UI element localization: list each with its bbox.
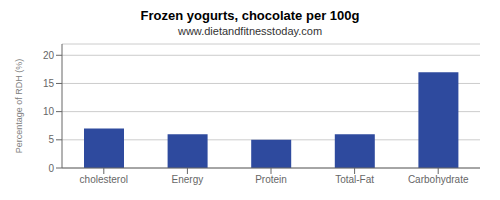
- svg-text:Carbohydrate: Carbohydrate: [408, 174, 469, 185]
- svg-text:Total-Fat: Total-Fat: [335, 174, 374, 185]
- svg-text:10: 10: [43, 106, 55, 117]
- svg-text:cholesterol: cholesterol: [80, 174, 128, 185]
- svg-text:Energy: Energy: [172, 174, 204, 185]
- svg-text:20: 20: [43, 50, 55, 61]
- svg-text:15: 15: [43, 78, 55, 89]
- html-text:www.dietandfitnesstoday.com: www.dietandfitnesstoday.com: [178, 25, 322, 37]
- html-text:Frozen yogurts, chocolate per: Frozen yogurts, chocolate per 100g: [140, 8, 360, 23]
- svg-text:Percentage of RDH (%): Percentage of RDH (%): [14, 59, 24, 154]
- svg-text:Protein: Protein: [255, 174, 287, 185]
- svg-text:5: 5: [48, 134, 54, 145]
- svg-text:0: 0: [48, 163, 54, 174]
